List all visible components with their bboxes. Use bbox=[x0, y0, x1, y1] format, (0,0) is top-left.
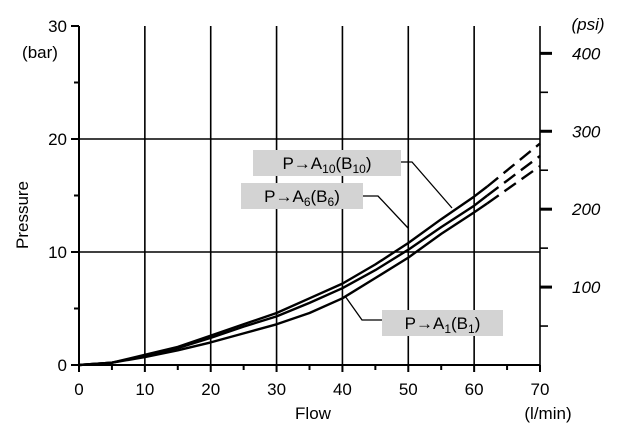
right-tick-label-300: 300 bbox=[572, 122, 601, 141]
series-extrapolation-3 bbox=[486, 165, 541, 205]
x-tick-label-60: 60 bbox=[465, 380, 484, 399]
series-line-1 bbox=[78, 185, 489, 367]
y-unit-label: (bar) bbox=[22, 43, 58, 62]
right-unit-label: (psi) bbox=[571, 15, 604, 34]
x-tick-label-20: 20 bbox=[201, 380, 220, 399]
label-box-1 bbox=[253, 150, 401, 176]
x-tick-label-0: 0 bbox=[74, 380, 83, 399]
series-extrapolation-1 bbox=[486, 142, 541, 188]
series-label-1: P→A10(B10) bbox=[282, 154, 371, 176]
right-tick-label-400: 400 bbox=[572, 44, 601, 63]
x-tick-label-40: 40 bbox=[333, 380, 352, 399]
series-label-3: P→A1(B1) bbox=[405, 314, 481, 336]
y-tick-label-30: 30 bbox=[48, 17, 67, 36]
x-tick-label-30: 30 bbox=[267, 380, 286, 399]
x-axis-title: Flow bbox=[295, 404, 332, 423]
x-unit-label: (l/min) bbox=[524, 404, 571, 423]
y-tick-label-10: 10 bbox=[48, 243, 67, 262]
x-tick-label-10: 10 bbox=[135, 380, 154, 399]
leader-line-1 bbox=[401, 161, 453, 209]
leader-line-3 bbox=[344, 295, 382, 321]
y-tick-label-20: 20 bbox=[48, 130, 67, 149]
y-axis-title: Pressure bbox=[13, 181, 32, 249]
x-tick-label-70: 70 bbox=[531, 380, 550, 399]
label-box-2 bbox=[241, 183, 363, 209]
ticks: 0 10 20 30 40 50 60 70 0 10 20 30 100 200 300 400 bbox=[48, 17, 601, 399]
y-tick-label-0: 0 bbox=[58, 356, 67, 375]
leader-line-2 bbox=[363, 195, 409, 229]
right-tick-label-200: 200 bbox=[571, 200, 601, 219]
series-line-3 bbox=[78, 202, 488, 367]
right-tick-label-100: 100 bbox=[572, 278, 601, 297]
series-group bbox=[78, 142, 541, 367]
series-line-2 bbox=[78, 194, 489, 367]
x-tick-label-50: 50 bbox=[399, 380, 418, 399]
series-extrapolation-2 bbox=[486, 154, 541, 197]
series-label-2: P→A6(B6) bbox=[264, 187, 340, 209]
label-box-3 bbox=[382, 310, 503, 336]
series-labels: P→A10(B10) P→A6(B6) P→A1(B1) bbox=[241, 150, 503, 336]
